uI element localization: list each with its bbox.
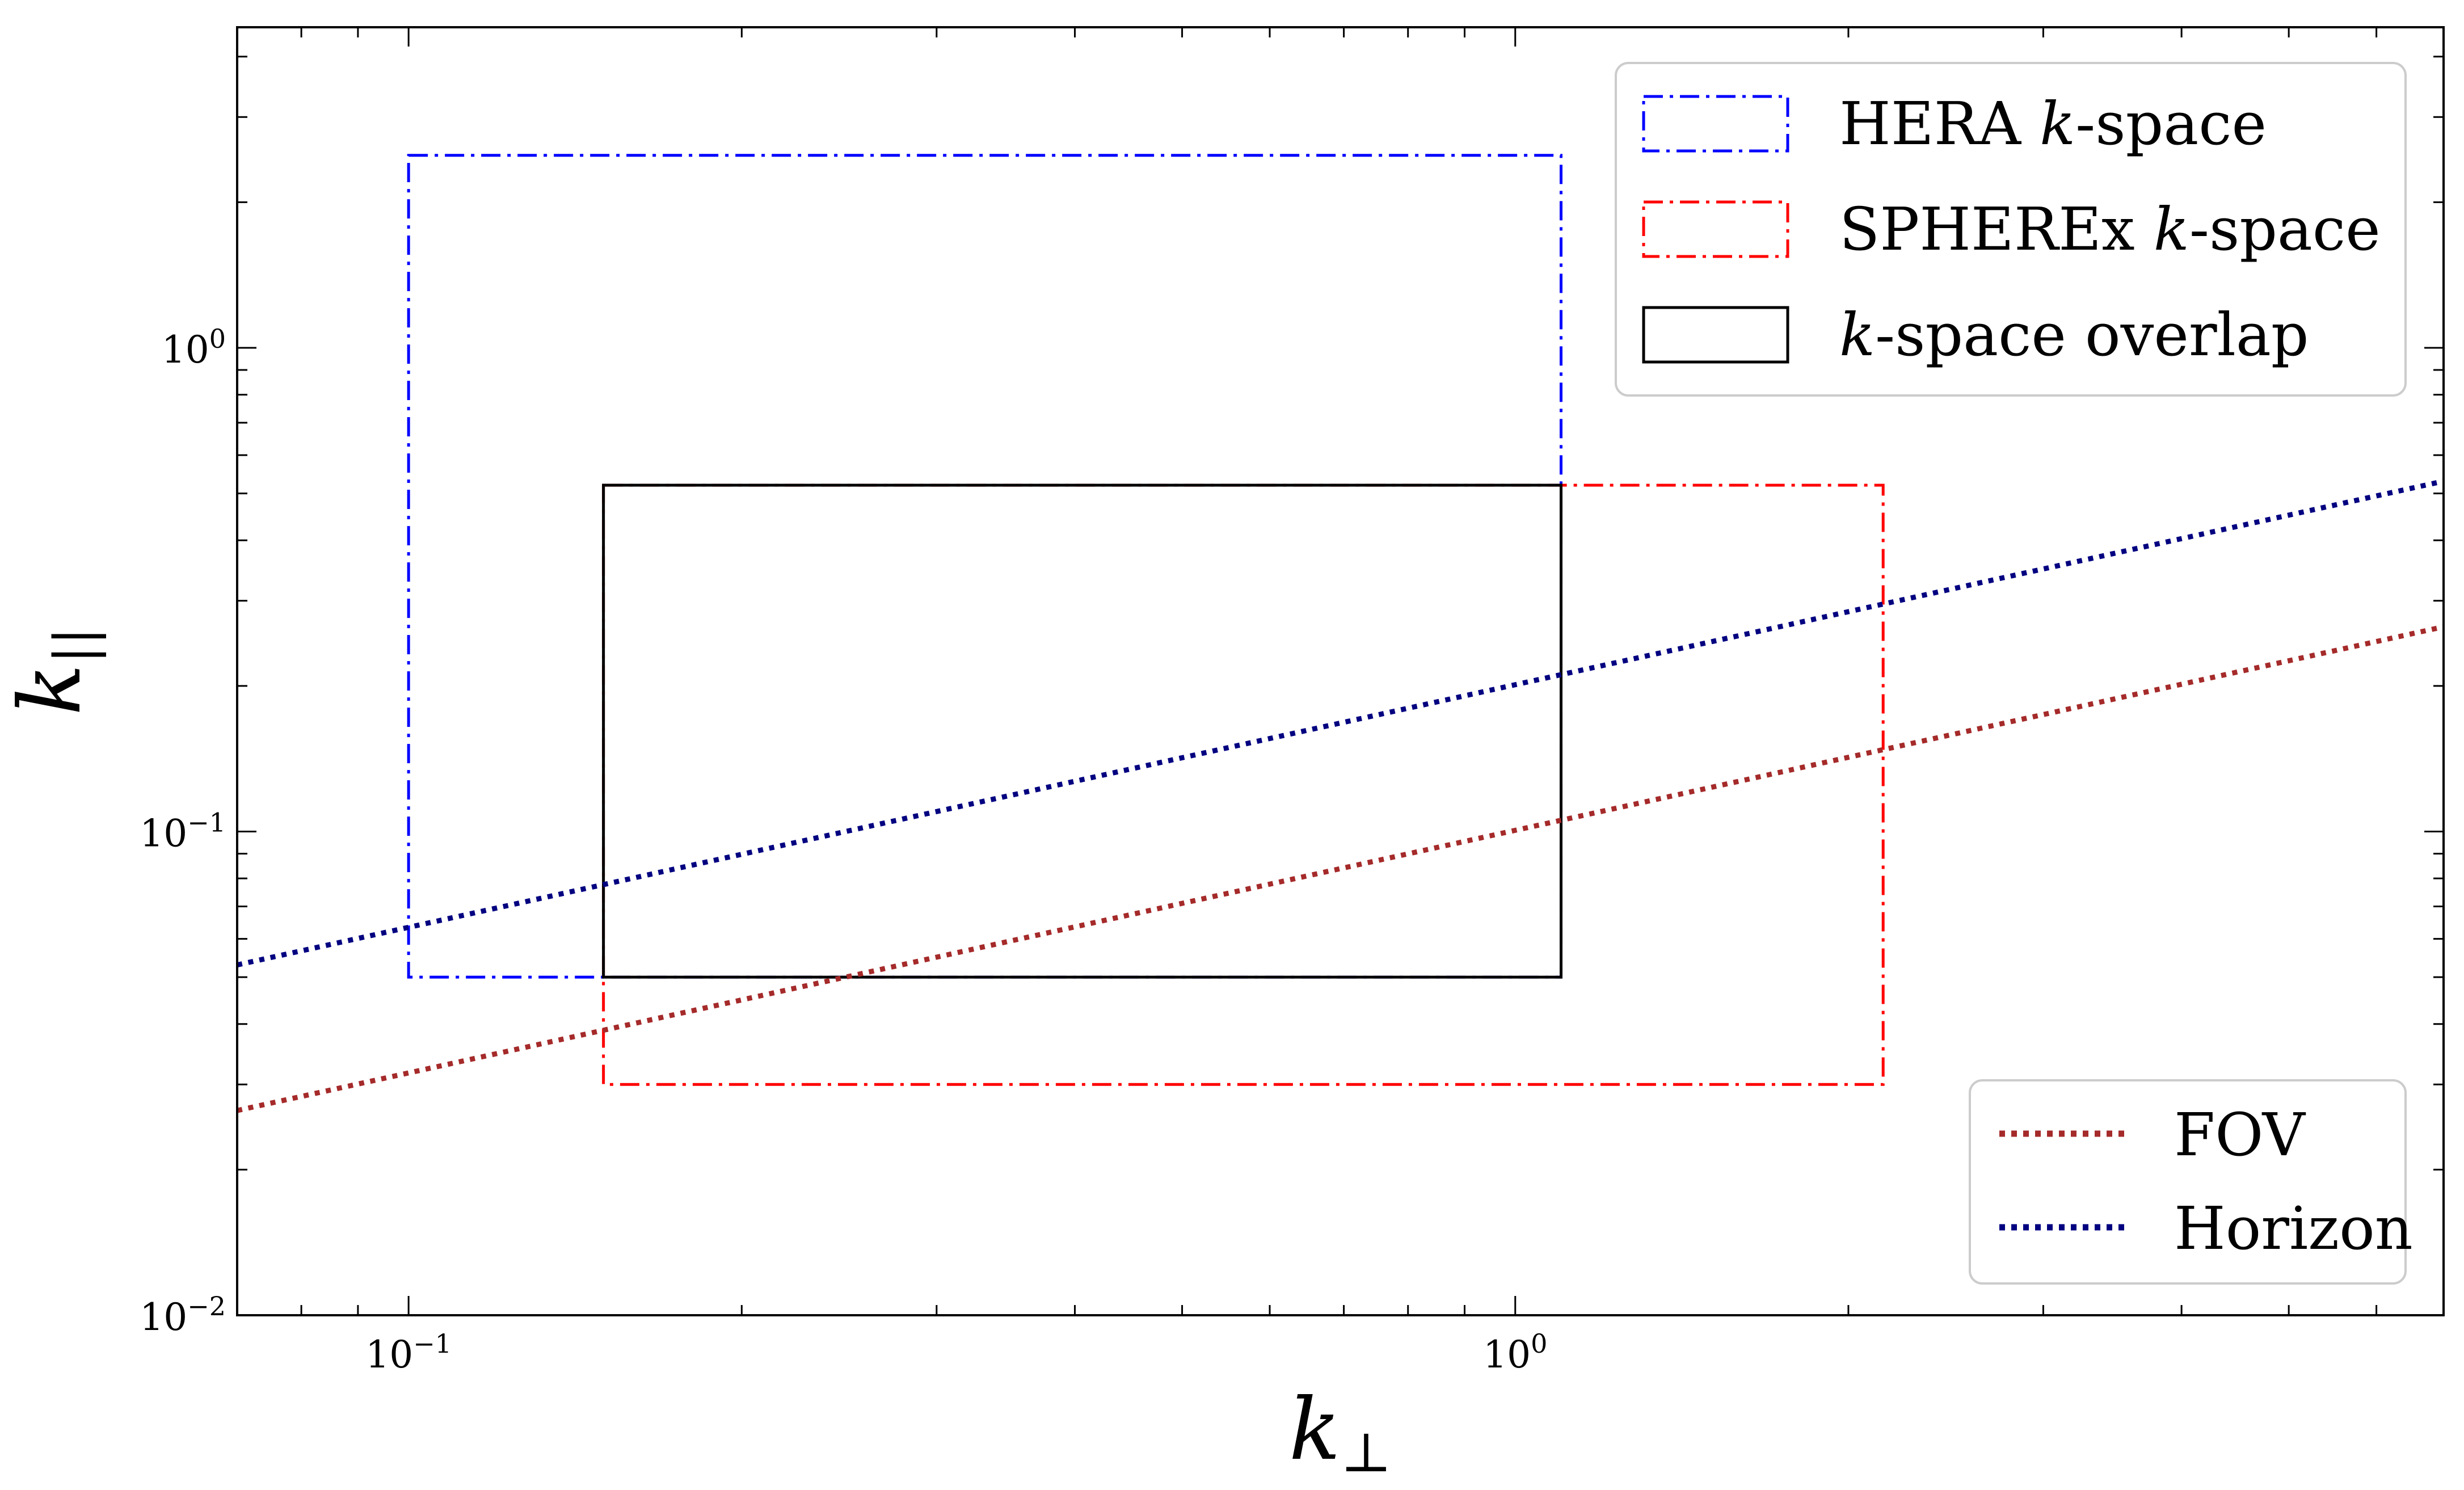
legend-lines-box — [1969, 1079, 2407, 1285]
region-hera-k-space — [407, 154, 1562, 979]
region-spherex-k-space — [602, 483, 1885, 1086]
legend-label: HERA k-space — [1839, 89, 2267, 158]
series-fov — [237, 624, 2444, 1113]
x-tick-label: 100 — [1483, 1328, 1547, 1377]
legend-swatch — [1642, 200, 1789, 258]
legend-regions: HERA k-space SPHEREx k-space k-space overl… — [1615, 62, 2407, 397]
axis-labels: 10−1 100 10−2 10−1 100 k⊥ k|| — [1, 323, 1547, 1484]
legend-label: k-space overlap — [1839, 300, 2309, 369]
x-axis-label: k⊥ — [1289, 1380, 1392, 1484]
legend-lines: FOV Horizon — [1969, 1079, 2413, 1285]
legends: HERA k-space SPHEREx k-space k-space overl… — [1615, 62, 2413, 1285]
plot-frame — [236, 26, 2445, 1316]
legend-swatch — [1642, 306, 1789, 364]
legend-regions-box — [1615, 62, 2407, 397]
legend-label: Horizon — [2174, 1194, 2413, 1263]
legend-label: SPHEREx k-space — [1839, 195, 2381, 264]
x-tick-label: 10−1 — [365, 1328, 452, 1377]
series-horizon — [237, 478, 2444, 967]
y-tick-label: 10−1 — [140, 807, 226, 856]
legend-label: FOV — [2174, 1100, 2306, 1169]
plot-area — [237, 154, 2444, 1113]
region-k-space-overlap — [602, 483, 1562, 979]
legend-swatch — [1642, 95, 1789, 153]
y-tick-label: 100 — [162, 323, 226, 372]
y-axis-label: k|| — [1, 627, 106, 715]
y-tick-label: 10−2 — [140, 1291, 226, 1339]
